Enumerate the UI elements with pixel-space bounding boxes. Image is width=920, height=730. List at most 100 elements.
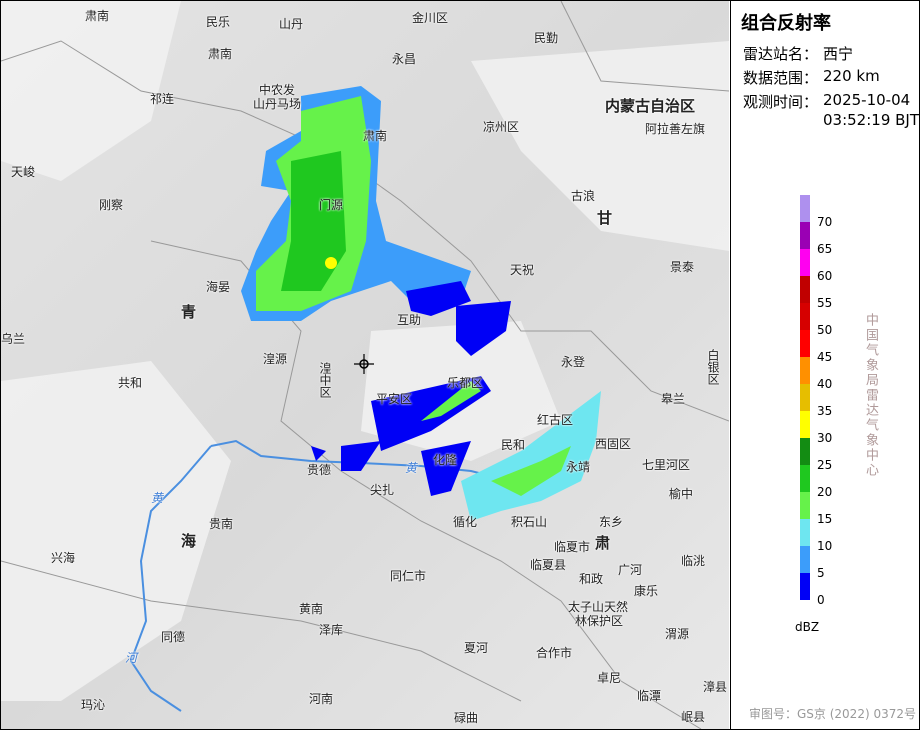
place-label: 黄 [405,461,418,475]
legend-tick-label: 70 [817,215,832,229]
legend-swatch [800,546,810,573]
place-label: 凉州区 [483,120,520,134]
place-label: 河南 [309,692,334,706]
place-label: 肃南 [85,9,110,23]
legend-tick-label: 50 [817,323,832,337]
info-value: 03:52:19 BJT [823,111,920,129]
place-label: 永昌 [392,52,417,66]
legend-tick-label: 55 [817,296,832,310]
map [1,1,729,729]
info-label: 观测时间： [743,93,819,111]
legend-tick-label: 20 [817,485,832,499]
legend-swatch [800,411,810,438]
legend-swatch [800,465,810,492]
place-label: 民乐 [206,15,231,29]
place-label: 祁连 [150,92,175,106]
place-label: 海晏 [206,280,231,294]
place-label: 七里河区 [642,458,691,472]
place-label: 阿拉善左旗 [645,122,706,136]
place-label: 民勤 [534,31,559,45]
place-label: 永靖 [566,460,591,474]
place-label: 玛沁 [81,698,106,712]
legend-swatch [800,276,810,303]
place-label: 湟源 [263,352,288,366]
place-label: 山丹马场 [253,97,302,111]
place-label: 黄南 [299,602,324,616]
legend-unit: dBZ [795,620,819,634]
place-label: 天峻 [11,165,36,179]
place-label: 共和 [118,376,143,390]
place-label: 渭源 [665,627,690,641]
place-label: 肃南 [208,47,233,61]
place-label: 临洮 [681,554,706,568]
legend-swatch [800,573,810,600]
place-label: 临夏县 [530,558,567,572]
legend-swatch [800,519,810,546]
place-label: 古浪 [571,189,596,203]
place-label: 积石山 [511,515,548,529]
place-label: 同德 [161,630,186,644]
legend-swatch [800,357,810,384]
place-label: 门源 [319,198,344,212]
legend-swatch [800,303,810,330]
legend-tick-label: 25 [817,458,832,472]
place-label: 刚察 [99,198,124,212]
legend-swatch [800,222,810,249]
place-label: 碌曲 [454,711,479,725]
place-label: 贵德 [307,463,332,477]
place-label: 贵南 [209,517,234,531]
place-label: 民和 [501,438,526,452]
legend-tick-label: 5 [817,566,825,580]
legend-swatch [800,384,810,411]
place-label: 化隆 [433,453,458,467]
place-label: 岷县 [681,710,706,724]
info-label: 雷达站名： [743,45,819,63]
legend-tick-label: 30 [817,431,832,445]
place-label: 永登 [561,355,586,369]
place-label: 乐都区 [447,376,484,390]
place-label: 广河 [618,563,643,577]
legend-tick-label: 0 [817,593,825,607]
radar-site-cross [354,354,374,374]
place-label: 泽库 [319,623,344,637]
info-value: 2025-10-04 [823,91,911,109]
place-label: 合作市 [536,646,573,660]
legend-swatch [800,249,810,276]
place-label: 榆中 [669,487,694,501]
place-label: 海 [181,532,197,550]
info-label: 数据范围： [743,69,819,87]
legend-swatch [800,492,810,519]
place-label: 漳县 [703,680,728,694]
place-label: 同仁市 [390,569,427,583]
place-label: 东乡 [599,515,624,529]
place-label: 太子山天然 [568,600,629,614]
place-label: 白银区 [706,349,720,385]
legend-tick-label: 60 [817,269,832,283]
place-label: 互助 [397,313,422,327]
place-label: 循化 [453,515,478,529]
place-label: 卓尼 [597,671,622,685]
place-label: 天祝 [510,263,535,277]
place-label: 兴海 [51,551,76,565]
place-label: 内蒙古自治区 [605,97,696,115]
place-label: 西固区 [595,437,632,451]
legend-swatch [800,438,810,465]
place-label: 湟中区 [318,362,332,398]
info-panel: 组合反射率 雷达站名： 西宁 数据范围： 220 km 观测时间： 2025-10-04 0… [730,1,920,729]
info-value: 西宁 [823,45,854,63]
place-label: 夏河 [464,641,489,655]
legend-tick-label: 35 [817,404,832,418]
credit: 中国气象局雷达气象中心 [863,313,878,478]
place-label: 山丹 [279,17,304,31]
place-label: 临夏市 [554,540,591,554]
legend-tick-label: 65 [817,242,832,256]
legend-tick-label: 15 [817,512,832,526]
place-label: 尖扎 [370,483,395,497]
radar-echo [241,86,601,521]
legend-tick-label: 45 [817,350,832,364]
color-legend: 0 5 10 15 20 25 30 35 40 45 50 55 60 65 70 dBZ [795,195,832,634]
legend-swatch [800,330,810,357]
place-label: 皋兰 [661,392,686,406]
place-label: 甘 [597,209,613,227]
place-label: 黄 [151,491,164,505]
